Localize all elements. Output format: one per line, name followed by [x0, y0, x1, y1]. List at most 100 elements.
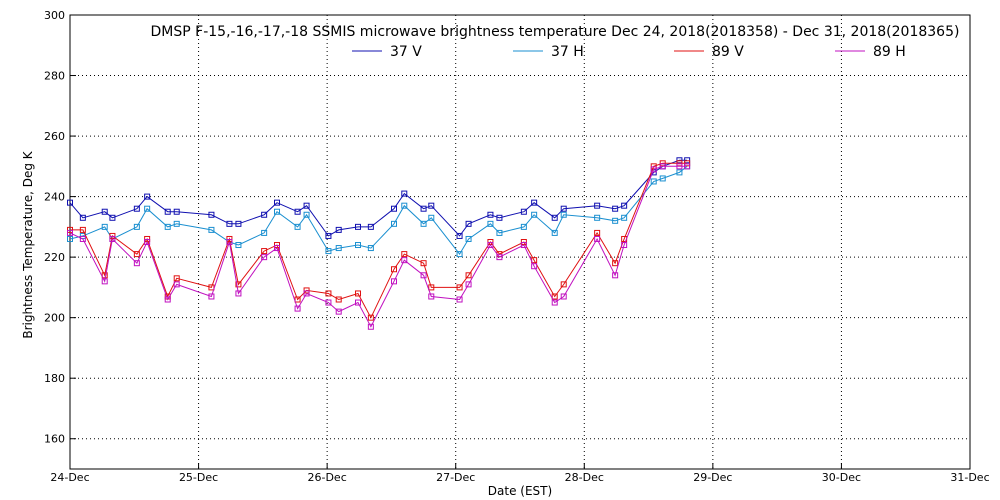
data-point — [487, 242, 494, 249]
data-point — [465, 272, 472, 279]
data-point — [676, 157, 683, 164]
x-tick-label: 27-Dec — [436, 471, 475, 484]
data-point — [487, 211, 494, 218]
legend-label: 37 H — [551, 44, 584, 60]
data-point — [109, 235, 116, 242]
data-point — [456, 284, 463, 291]
data-point — [496, 214, 503, 221]
data-point — [144, 193, 151, 200]
data-point — [659, 163, 666, 170]
data-point — [621, 214, 628, 221]
data-point — [303, 287, 310, 294]
data-point — [551, 293, 558, 300]
data-point — [144, 205, 151, 212]
series-line — [69, 159, 688, 237]
y-axis-label: Brightness Temperature, Deg K — [21, 150, 35, 338]
data-point — [551, 299, 558, 306]
data-point — [164, 296, 171, 303]
data-point — [465, 281, 472, 288]
data-point — [594, 214, 601, 221]
data-point — [235, 220, 242, 227]
data-point — [144, 239, 151, 245]
data-point — [428, 284, 435, 291]
data-point — [335, 296, 342, 303]
data-point — [208, 293, 215, 300]
series-layer — [67, 157, 691, 330]
data-point — [67, 235, 73, 242]
data-point — [420, 272, 427, 279]
data-point — [325, 248, 332, 255]
data-point — [420, 260, 427, 267]
data-point — [391, 220, 397, 227]
data-point — [594, 202, 601, 209]
data-point — [274, 208, 280, 215]
data-point — [274, 199, 280, 206]
data-point — [560, 281, 567, 288]
y-tick-label: 240 — [44, 191, 65, 204]
data-point — [294, 305, 301, 312]
data-point — [560, 211, 567, 218]
data-point — [226, 220, 233, 227]
data-point — [594, 229, 601, 236]
data-point — [173, 275, 180, 282]
data-point — [684, 160, 691, 167]
y-tick-label: 260 — [44, 130, 65, 143]
data-point — [612, 217, 619, 224]
data-point — [551, 214, 558, 221]
data-point — [173, 220, 180, 227]
data-point — [496, 229, 503, 236]
x-tick-label: 31-Dec — [950, 471, 989, 484]
data-point — [401, 202, 408, 209]
chart-title: DMSP F-15,-16,-17,-18 SSMIS microwave br… — [151, 24, 960, 40]
data-point — [133, 205, 140, 212]
data-point — [594, 235, 601, 242]
data-point — [465, 235, 472, 242]
data-point — [303, 211, 310, 218]
data-point — [420, 220, 427, 227]
data-point — [294, 296, 301, 303]
data-point — [487, 220, 494, 227]
data-point — [612, 260, 619, 267]
x-tick-label: 25-Dec — [179, 471, 218, 484]
data-point — [208, 226, 215, 233]
series-line — [69, 165, 688, 255]
data-point — [325, 232, 332, 239]
data-point — [303, 202, 310, 209]
data-point — [101, 278, 108, 285]
data-point — [164, 223, 171, 230]
data-point — [79, 214, 86, 221]
data-point — [612, 272, 619, 279]
data-point — [465, 220, 472, 227]
legend: 37 V 37 H 89 V 89 H — [352, 44, 906, 60]
data-point — [355, 290, 361, 297]
data-point — [560, 205, 567, 212]
y-tick-label: 280 — [44, 70, 65, 83]
data-point — [496, 254, 503, 261]
data-point — [303, 290, 310, 297]
x-tick-label: 30-Dec — [822, 471, 861, 484]
x-tick-label: 26-Dec — [308, 471, 347, 484]
data-point — [235, 242, 242, 249]
data-point — [294, 208, 301, 215]
series-89-v — [67, 160, 691, 321]
data-point — [621, 242, 628, 249]
data-point — [355, 223, 361, 230]
data-point — [226, 235, 233, 242]
y-tick-label: 300 — [44, 9, 65, 22]
data-point — [456, 251, 463, 258]
data-point — [456, 296, 463, 303]
axis-ticks: 24-Dec 25-Dec 26-Dec 27-Dec 28-Dec 29-Dec 30-D… — [44, 9, 990, 484]
data-point — [355, 242, 361, 249]
data-point — [208, 211, 215, 218]
data-point — [67, 229, 73, 236]
data-point — [684, 157, 691, 164]
data-point — [133, 223, 140, 230]
y-tick-label: 180 — [44, 372, 65, 385]
data-point — [684, 163, 691, 170]
x-tick-label: 29-Dec — [693, 471, 732, 484]
data-point — [560, 293, 567, 300]
data-point — [367, 223, 374, 230]
data-point — [676, 169, 683, 176]
data-point — [79, 226, 86, 233]
data-point — [133, 260, 140, 267]
